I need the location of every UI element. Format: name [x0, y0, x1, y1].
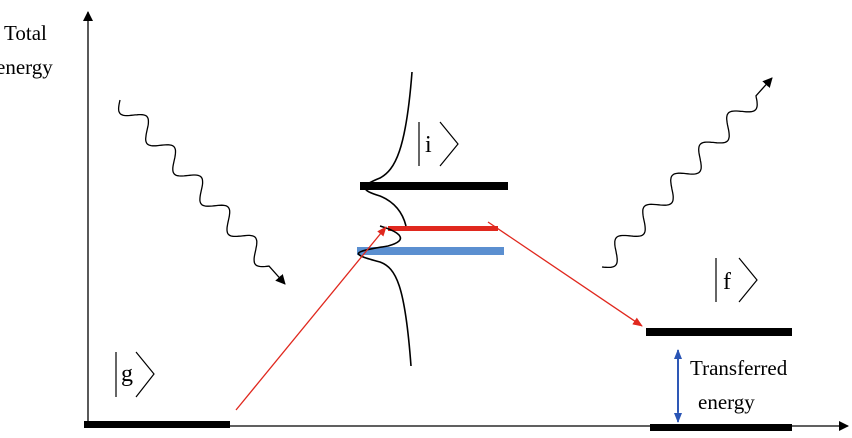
annotation-line2: energy — [698, 390, 755, 414]
intermediate-level — [360, 182, 508, 190]
ket-i: i — [418, 121, 459, 167]
ket-g: g — [115, 351, 155, 398]
final-level — [646, 328, 792, 336]
ket-f-label: f — [723, 269, 731, 295]
y-axis-label-line1: Total — [4, 21, 47, 45]
excitation-transition-arrow — [235, 226, 387, 411]
incident-photon-wave — [117, 99, 286, 285]
emission-transition-arrow — [487, 221, 643, 327]
ket-g-label: g — [121, 361, 133, 387]
ket-i-label: i — [425, 132, 432, 158]
y-axis-label-line2: energy — [0, 55, 53, 79]
scattered-photon-wave — [601, 77, 773, 269]
final-reference-level — [650, 424, 792, 431]
linewidth-profile-upper — [364, 71, 413, 227]
ket-f: f — [715, 257, 758, 303]
virtual-level-red — [388, 226, 498, 231]
annotation-line1: Transferred — [690, 356, 788, 380]
virtual-level-blue — [357, 247, 504, 255]
linewidth-profile-lower — [357, 225, 412, 367]
ground-level — [84, 421, 230, 428]
